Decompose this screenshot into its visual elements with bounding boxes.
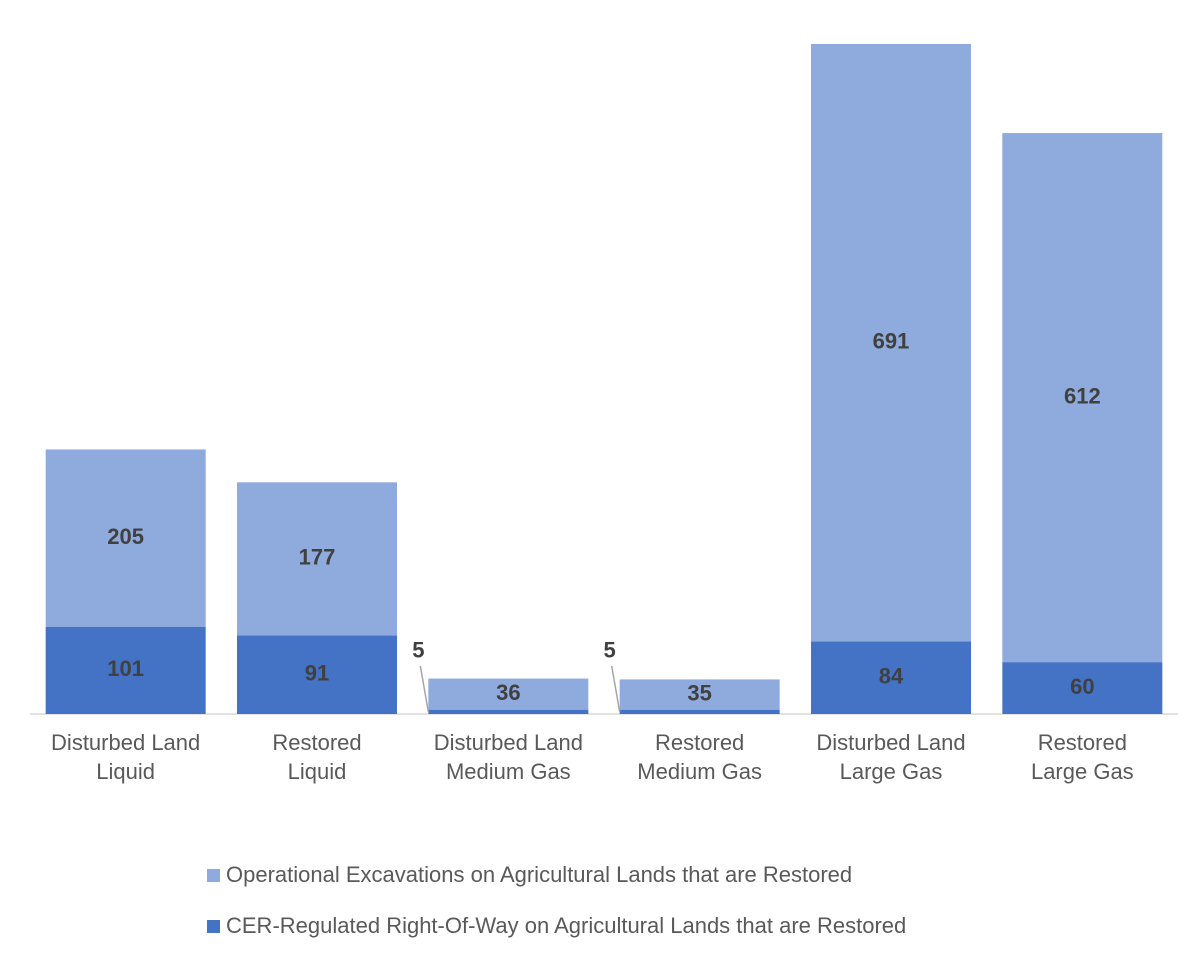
bar-segment (811, 641, 971, 714)
legend-label: Operational Excavations on Agricultural … (226, 862, 852, 887)
bar-segment (428, 709, 589, 714)
data-label: 35 (687, 680, 711, 705)
x-tick-label: Restored (655, 730, 744, 755)
x-tick-label: Liquid (288, 759, 347, 784)
x-tick-label: Restored (1038, 730, 1127, 755)
x-tick-label: Disturbed Land (434, 730, 583, 755)
x-tick-label: Liquid (96, 759, 155, 784)
data-label: 5 (412, 638, 424, 663)
data-label: 205 (107, 524, 144, 549)
x-tick-label: Restored (272, 730, 361, 755)
data-label: 101 (107, 656, 144, 681)
leader-line (610, 665, 621, 712)
bar-segment (619, 709, 780, 714)
bar-segment (1002, 133, 1163, 663)
legend-label: CER-Regulated Right-Of-Way on Agricultur… (226, 913, 906, 938)
data-label: 177 (299, 545, 336, 570)
bar-segment (619, 679, 780, 710)
leader-line (419, 665, 430, 712)
x-tick-label: Large Gas (840, 759, 943, 784)
x-tick-label: Disturbed Land (51, 730, 200, 755)
bar-segment (1002, 662, 1163, 714)
bar-segment (45, 449, 206, 627)
x-tick-label: Medium Gas (446, 759, 571, 784)
x-tick-label: Disturbed Land (816, 730, 965, 755)
legend-swatch (207, 920, 220, 933)
x-tick-label: Large Gas (1031, 759, 1134, 784)
data-label: 36 (496, 680, 520, 705)
data-label: 60 (1070, 674, 1094, 699)
x-tick-label: Medium Gas (637, 759, 762, 784)
legend-swatch (207, 869, 220, 882)
data-label: 91 (305, 660, 329, 685)
bar-segment (237, 635, 397, 714)
data-label: 5 (604, 638, 616, 663)
data-label: 612 (1064, 383, 1101, 408)
data-label: 84 (879, 664, 904, 689)
bar-segment (45, 626, 206, 714)
bar-segment (811, 44, 971, 642)
bar-segment (428, 678, 589, 710)
bar-segment (237, 482, 397, 636)
data-label: 691 (873, 329, 910, 354)
